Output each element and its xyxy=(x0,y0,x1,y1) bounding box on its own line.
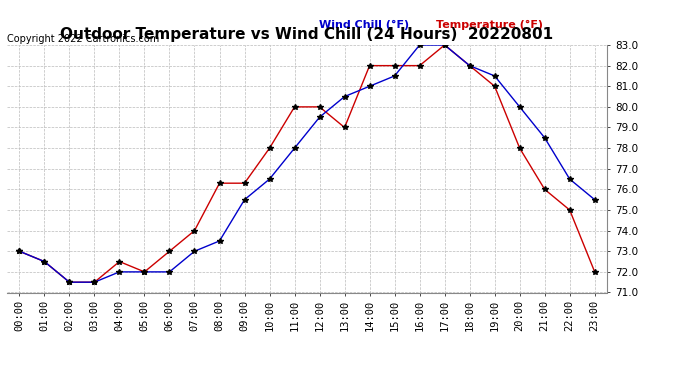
Title: Outdoor Temperature vs Wind Chill (24 Hours)  20220801: Outdoor Temperature vs Wind Chill (24 Ho… xyxy=(61,27,553,42)
Text: Copyright 2022 Cartronics.com: Copyright 2022 Cartronics.com xyxy=(7,34,159,44)
Text: Wind Chill (°F): Wind Chill (°F) xyxy=(319,20,409,30)
Text: Temperature (°F): Temperature (°F) xyxy=(436,20,543,30)
